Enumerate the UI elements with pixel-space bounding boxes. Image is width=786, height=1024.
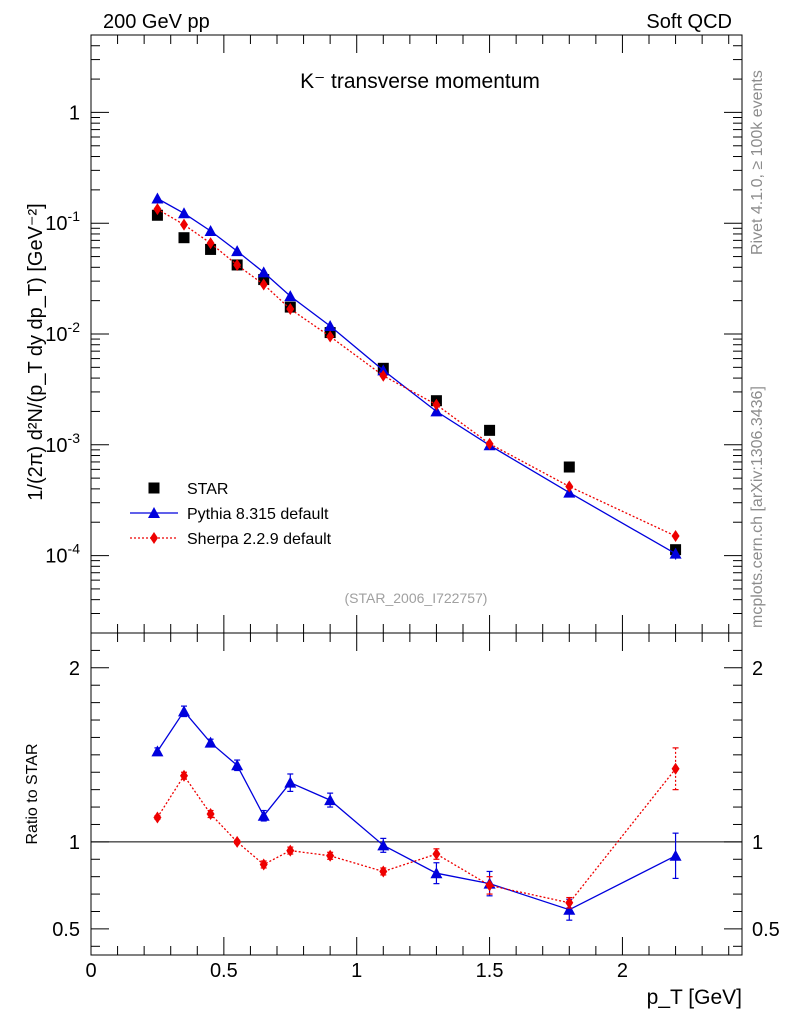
ratio-point <box>563 903 576 915</box>
main-y-axis-label-text: 1/(2π) d²N/(p_T dy dp_T) [GeV⁻²] <box>25 203 47 500</box>
data-point <box>326 330 335 343</box>
y-tick-label: 1 <box>69 102 80 124</box>
ratio-y-tick-label-left: 0.5 <box>52 919 80 941</box>
data-point <box>432 398 441 411</box>
ratio-plot-frame <box>90 632 743 956</box>
data-point <box>153 203 162 216</box>
data-point <box>671 530 680 543</box>
ratio-point <box>430 867 443 879</box>
ratio-point <box>669 849 682 861</box>
ratio-point <box>379 865 388 878</box>
data-point <box>231 245 244 257</box>
data-point <box>669 547 682 559</box>
series-sherpa-2-2-9-default <box>153 203 680 543</box>
legend-marker <box>150 532 158 544</box>
main-plot-panel: 10-4 10-3 10-2 10-1 1 K⁻ transverse momentum… <box>25 34 743 634</box>
ratio-point <box>206 808 215 821</box>
header-right: Soft QCD <box>646 11 732 33</box>
ratio-series-pythia-8-315-default <box>151 705 682 921</box>
x-tick-label: 1.5 <box>476 960 504 982</box>
ratio-point <box>233 835 242 848</box>
ratio-plot-panel: 0.5 0.51 12 20 0.5 1 1.5 2 Ratio to STAR p_T [G… <box>24 632 780 1009</box>
data-point <box>286 303 295 316</box>
series-pythia-8-315-default <box>151 192 682 560</box>
ratio-point <box>231 759 244 771</box>
ratio-point <box>178 705 190 717</box>
data-point <box>379 369 388 382</box>
legend: STAR Pythia 8.315 default Sherpa 2.2.9 def… <box>130 481 332 548</box>
data-point <box>204 225 217 237</box>
series-line <box>157 208 676 537</box>
y-tick-label: 10-2 <box>45 319 80 346</box>
data-point <box>180 218 188 231</box>
series-line <box>157 197 676 555</box>
ratio-point <box>259 858 268 871</box>
legend-marker <box>148 507 160 518</box>
ratio-point <box>284 776 297 788</box>
ratio-series-sherpa-2-2-9-default <box>153 747 680 909</box>
ratio-y-tick-label-left: 1 <box>69 832 80 854</box>
legend-label: STAR <box>187 481 228 498</box>
ratio-point <box>286 844 295 857</box>
header-left: 200 GeV pp <box>103 11 210 33</box>
ratio-point <box>257 809 270 821</box>
data-point <box>257 266 270 278</box>
ratio-point <box>180 769 188 782</box>
ratio-point <box>326 849 335 862</box>
x-tick-label: 2 <box>617 960 628 982</box>
data-point <box>324 320 337 332</box>
series-star <box>151 209 682 556</box>
main-y-axis-label: 1/(2π) d²N/(p_T dy dp_T) [GeV⁻²] <box>25 203 47 500</box>
ratio-y-axis-label: Ratio to STAR <box>24 743 41 844</box>
ratio-point <box>377 839 390 851</box>
data-point <box>233 258 242 271</box>
data-point <box>484 424 496 436</box>
ratio-y-tick-label-right: 0.5 <box>752 919 780 941</box>
ratio-point <box>432 848 441 861</box>
ratio-line <box>156 710 676 911</box>
data-point <box>151 209 163 221</box>
ratio-point <box>324 794 337 806</box>
data-point <box>430 405 443 417</box>
ratio-point <box>204 736 217 748</box>
mcplots-label: mcplots.cern.ch [arXiv:1306.3436] <box>749 386 766 628</box>
ratio-point <box>151 745 164 757</box>
data-point <box>259 278 268 291</box>
ratio-y-tick-label-left: 2 <box>69 658 80 680</box>
y-tick-label: 10-1 <box>45 208 80 235</box>
ratio-point <box>153 811 162 824</box>
ratio-y-tick-label-right: 2 <box>752 658 763 680</box>
data-point <box>178 232 190 244</box>
data-point <box>485 437 494 450</box>
rivet-label: Rivet 4.1.0, ≥ 100k events <box>749 70 766 255</box>
y-tick-label: 10-3 <box>45 430 80 457</box>
ratio-point <box>671 762 680 775</box>
legend-label: Sherpa 2.2.9 default <box>187 531 332 548</box>
x-tick-label: 0.5 <box>210 960 238 982</box>
x-axis-label: p_T [GeV] <box>647 986 742 1009</box>
data-point <box>178 207 190 219</box>
ratio-point <box>565 896 574 909</box>
main-title: K⁻ transverse momentum <box>300 70 540 93</box>
x-tick-label: 1 <box>351 960 362 982</box>
data-point <box>151 192 164 204</box>
data-point <box>565 480 574 493</box>
y-tick-label: 10-4 <box>45 541 80 568</box>
ratio-point <box>485 879 494 892</box>
legend-marker <box>148 482 160 494</box>
data-point <box>284 290 297 302</box>
x-tick-label: 0 <box>85 960 96 982</box>
data-point <box>206 237 215 250</box>
data-point <box>563 461 575 473</box>
data-point <box>205 243 217 255</box>
watermark: (STAR_2006_I722757) <box>345 590 488 606</box>
ratio-y-tick-label-right: 1 <box>752 832 763 854</box>
ratio-line <box>156 768 677 904</box>
legend-label: Pythia 8.315 default <box>187 506 329 523</box>
